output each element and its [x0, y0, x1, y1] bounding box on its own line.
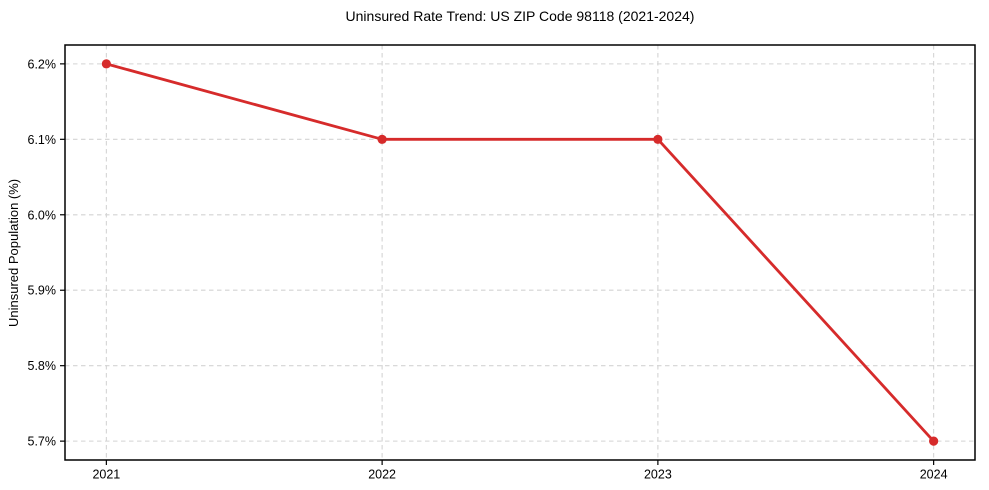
x-tick-label: 2024	[920, 468, 948, 482]
data-point-2021	[101, 59, 111, 69]
y-tick-label: 5.9%	[28, 284, 57, 298]
data-point-2024	[929, 436, 939, 446]
data-point-2022	[377, 134, 387, 144]
y-tick-label: 6.1%	[28, 133, 57, 147]
y-tick-label: 6.0%	[28, 208, 57, 222]
data-point-2023	[653, 134, 663, 144]
y-tick-label: 5.8%	[28, 359, 57, 373]
x-tick-label: 2022	[368, 468, 396, 482]
trend-line	[104, 62, 936, 443]
chart-title: Uninsured Rate Trend: US ZIP Code 98118 …	[345, 8, 695, 24]
y-tick-label: 6.2%	[28, 57, 57, 71]
x-tick-label: 2021	[92, 468, 120, 482]
y-tick-label: 5.7%	[28, 435, 57, 449]
y-axis-label: Uninsured Population (%)	[6, 178, 21, 327]
plot-border	[64, 44, 976, 461]
x-tick-label: 2023	[644, 468, 672, 482]
